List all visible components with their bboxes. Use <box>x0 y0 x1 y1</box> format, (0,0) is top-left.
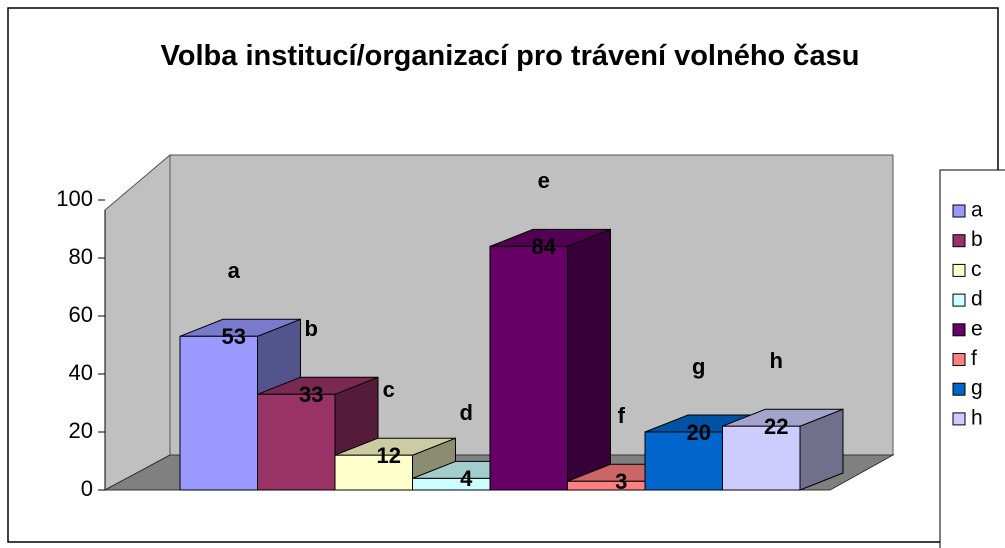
legend-swatch <box>952 293 966 307</box>
legend-label: a <box>971 199 983 222</box>
category-label: e <box>538 168 550 193</box>
value-label: 4 <box>460 466 473 491</box>
bar <box>644 431 723 491</box>
bar <box>722 425 801 491</box>
legend-swatch <box>952 353 966 366</box>
y-tick-label: 60 <box>69 302 93 327</box>
category-label: h <box>770 348 783 373</box>
category-label: c <box>383 377 395 402</box>
value-label: 22 <box>764 414 788 439</box>
side-wall <box>104 153 171 491</box>
legend-swatch <box>952 263 966 277</box>
category-label: a <box>228 258 241 283</box>
legend-label: e <box>971 317 983 340</box>
legend-label: g <box>971 377 983 400</box>
legend <box>939 169 1005 548</box>
legend-label: d <box>971 288 983 311</box>
value-label: 53 <box>222 324 246 349</box>
legend-label: b <box>971 228 983 251</box>
category-label: f <box>618 403 626 428</box>
legend-swatch <box>952 323 966 337</box>
legend-label: f <box>971 347 977 370</box>
bar <box>257 393 336 491</box>
category-label: d <box>460 400 473 425</box>
legend-swatch <box>952 234 966 248</box>
legend-label: c <box>971 258 982 281</box>
y-tick-label: 100 <box>56 186 93 211</box>
y-tick-label: 20 <box>69 418 93 443</box>
y-tick-label: 40 <box>69 360 93 385</box>
category-label: g <box>692 354 705 379</box>
legend-swatch <box>952 382 966 396</box>
value-label: 33 <box>299 382 323 407</box>
value-label: 84 <box>532 234 557 259</box>
legend-swatch <box>952 204 966 218</box>
value-label: 12 <box>377 443 401 468</box>
legend-label: h <box>971 406 983 429</box>
bar <box>489 245 568 491</box>
value-label: 3 <box>615 469 627 494</box>
bar <box>412 477 491 491</box>
bar <box>334 454 413 491</box>
category-label: b <box>305 316 318 341</box>
chart-title: Volba institucí/organizací pro trávení v… <box>160 40 860 72</box>
y-tick-label: 0 <box>81 476 93 501</box>
bar <box>179 335 258 491</box>
value-label: 20 <box>687 420 711 445</box>
bar-side <box>567 228 611 491</box>
legend-swatch <box>952 412 966 426</box>
y-tick-label: 80 <box>69 244 93 269</box>
bar <box>567 480 646 491</box>
